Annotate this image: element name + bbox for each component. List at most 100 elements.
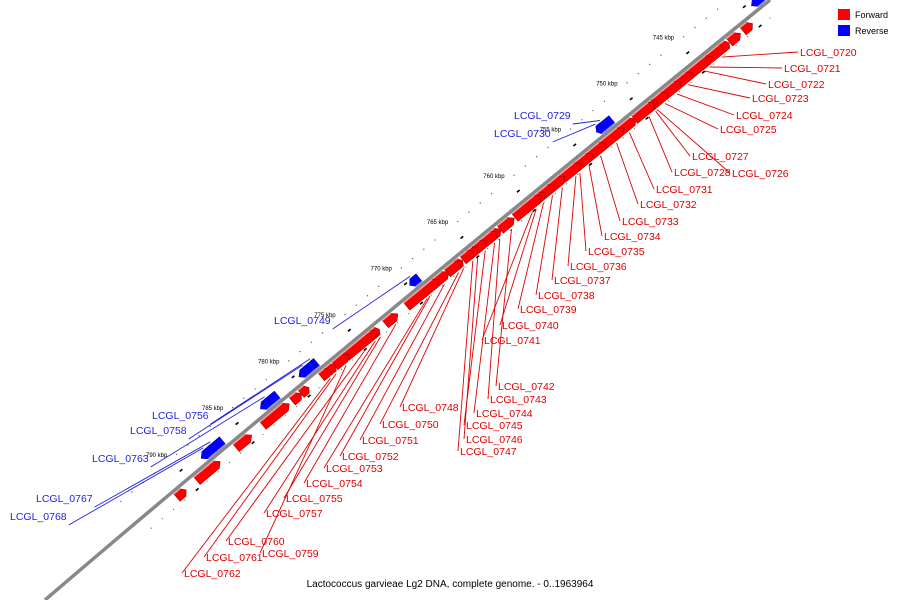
gene-label-lcgl-0728[interactable]: LCGL_0728 [674,167,731,179]
gene-label-lcgl-0759[interactable]: LCGL_0759 [262,548,319,560]
major-tick [251,440,255,445]
minor-tick [430,294,432,296]
minor-tick [637,72,640,75]
gene-label-lcgl-0743[interactable]: LCGL_0743 [490,394,547,406]
gene-label-lcgl-0729[interactable]: LCGL_0729 [514,110,571,122]
gene-label-lcgl-0746[interactable]: LCGL_0746 [466,434,523,446]
minor-tick [735,44,737,47]
tick-label: 745 kbp [653,35,675,41]
gene-label-lcgl-0767[interactable]: LCGL_0767 [36,493,93,505]
gene-leader-line [688,84,751,99]
tick-label: 790 kbp [146,453,168,459]
gene-label-lcgl-0733[interactable]: LCGL_0733 [622,216,679,228]
gene-label-lcgl-0741[interactable]: LCGL_0741 [484,335,541,347]
minor-tick [705,17,707,20]
minor-tick [273,424,275,426]
minor-tick [400,267,403,269]
minor-tick [299,350,301,353]
gene-label-lcgl-0749[interactable]: LCGL_0749 [274,315,331,327]
gene-label-lcgl-0735[interactable]: LCGL_0735 [588,246,645,258]
gene-label-lcgl-0724[interactable]: LCGL_0724 [736,110,793,122]
gene-label-lcgl-0761[interactable]: LCGL_0761 [206,552,263,564]
gene-label-lcgl-0747[interactable]: LCGL_0747 [460,446,517,458]
gene-label-lcgl-0721[interactable]: LCGL_0721 [784,63,841,75]
gene-leader-line [210,358,311,425]
minor-tick [660,54,662,56]
major-tick [685,50,690,55]
gene-leader-line [463,256,479,440]
minor-tick [667,100,669,102]
gene-label-lcgl-0745[interactable]: LCGL_0745 [466,420,523,432]
gene-arrow-highlight [317,367,325,374]
gene-label-lcgl-0758[interactable]: LCGL_0758 [130,425,187,437]
gene-leader-line [648,116,673,173]
gene-label-lcgl-0742[interactable]: LCGL_0742 [498,381,555,393]
gene-label-lcgl-0752[interactable]: LCGL_0752 [342,451,399,463]
gene-label-lcgl-0748[interactable]: LCGL_0748 [402,402,459,414]
gene-arrow-highlight [547,175,559,185]
gene-arrow-highlight [631,102,649,117]
minor-tick [254,388,256,390]
gene-leader-line [704,70,767,85]
minor-tick [498,238,500,240]
major-tick [307,394,311,398]
gene-label-lcgl-0730[interactable]: LCGL_0730 [494,128,551,140]
gene-leader-line [588,165,603,237]
gene-label-lcgl-0731[interactable]: LCGL_0731 [656,184,713,196]
gene-leader-line [676,93,735,116]
gene-label-lcgl-0734[interactable]: LCGL_0734 [604,231,661,243]
gene-label-lcgl-0727[interactable]: LCGL_0727 [692,151,749,163]
major-tick [629,97,634,101]
gene-arrow-highlight [305,367,318,378]
gene-label-lcgl-0753[interactable]: LCGL_0753 [326,463,383,475]
minor-tick [468,211,470,213]
gene-leader-line [225,348,367,542]
major-tick [516,189,521,193]
gene-label-lcgl-0740[interactable]: LCGL_0740 [502,320,559,332]
major-tick [475,255,480,259]
gene-leader-line [203,373,337,558]
gene-label-lcgl-0720[interactable]: LCGL_0720 [800,47,857,59]
gene-label-lcgl-0738[interactable]: LCGL_0738 [538,290,595,302]
minor-tick [262,433,264,436]
gene-label-lcgl-0744[interactable]: LCGL_0744 [476,408,533,420]
gene-arrow-highlight [459,250,468,257]
gene-label-lcgl-0757[interactable]: LCGL_0757 [266,508,323,520]
gene-leader-line [600,155,621,222]
gene-leader-line [323,298,428,469]
major-tick [195,487,200,492]
gene-label-lcgl-0725[interactable]: LCGL_0725 [720,124,777,136]
gene-leader-line [263,341,376,514]
legend-forward-swatch [838,9,850,20]
minor-tick [172,508,175,510]
gene-label-lcgl-0737[interactable]: LCGL_0737 [554,275,611,287]
gene-label-lcgl-0739[interactable]: LCGL_0739 [520,304,577,316]
major-tick [460,235,464,240]
gene-label-lcgl-0756[interactable]: LCGL_0756 [152,410,209,422]
gene-label-lcgl-0755[interactable]: LCGL_0755 [286,493,343,505]
gene-label-lcgl-0722[interactable]: LCGL_0722 [768,79,825,91]
gene-label-lcgl-0736[interactable]: LCGL_0736 [570,261,627,273]
minor-tick [769,17,771,19]
minor-tick [690,81,692,84]
gene-arrow-highlight [288,392,296,399]
gene-label-lcgl-0754[interactable]: LCGL_0754 [306,478,363,490]
gene-label-lcgl-0760[interactable]: LCGL_0760 [228,536,285,548]
gene-label-lcgl-0762[interactable]: LCGL_0762 [184,568,241,580]
gene-arrow-highlight [443,260,455,270]
minor-tick [603,100,606,103]
major-tick [179,468,183,473]
gene-leader-line [68,447,204,526]
genome-caption: Lactococcus garvieae Lg2 DNA, complete g… [307,579,594,590]
gene-label-lcgl-0732[interactable]: LCGL_0732 [640,199,697,211]
gene-label-lcgl-0751[interactable]: LCGL_0751 [362,435,419,447]
gene-label-lcgl-0768[interactable]: LCGL_0768 [10,511,67,523]
gene-leader-line [551,187,563,281]
minor-tick [228,461,230,464]
gene-label-lcgl-0763[interactable]: LCGL_0763 [92,453,149,465]
major-tick [701,70,706,74]
gene-label-lcgl-0750[interactable]: LCGL_0750 [382,419,439,431]
gene-label-lcgl-0723[interactable]: LCGL_0723 [752,93,809,105]
minor-tick [378,285,380,288]
gene-label-lcgl-0726[interactable]: LCGL_0726 [732,168,789,180]
